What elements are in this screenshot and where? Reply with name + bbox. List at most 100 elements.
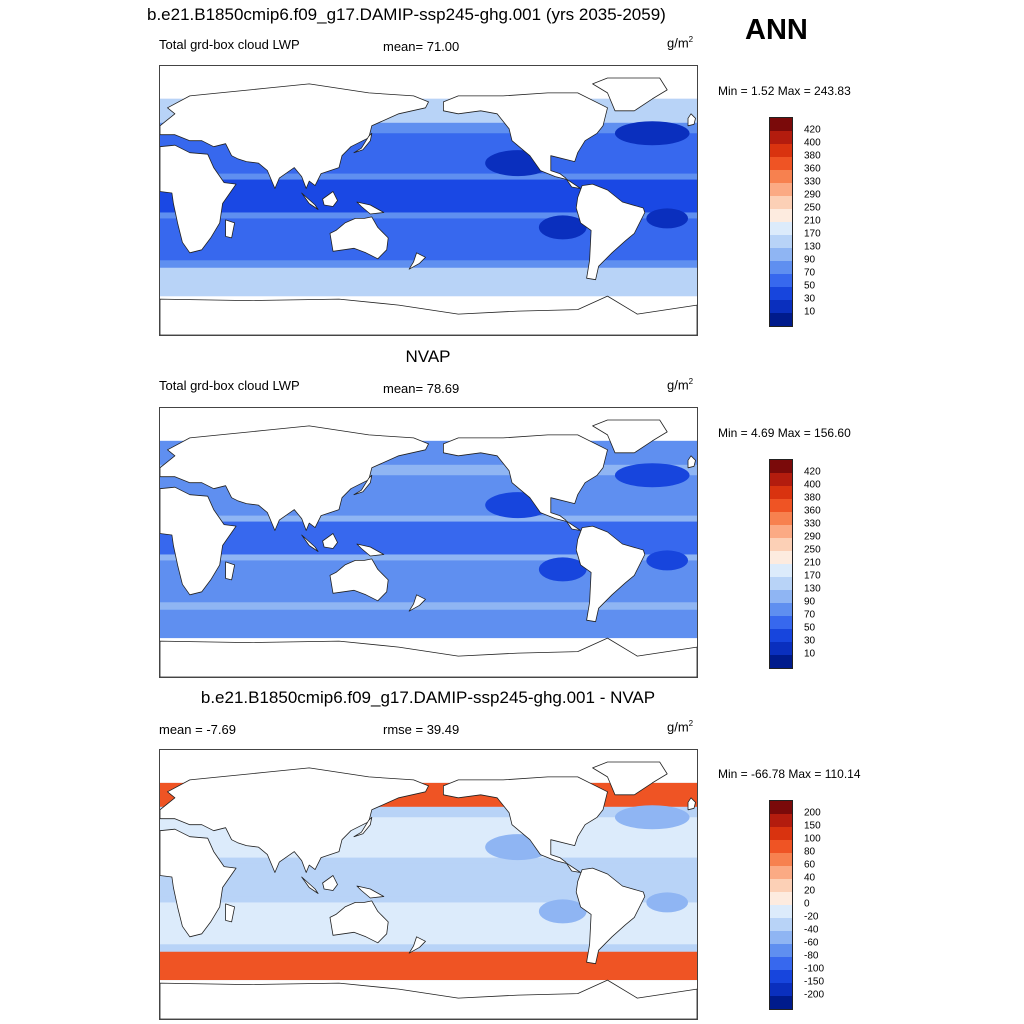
colorbar-swatch (770, 512, 792, 525)
colorbar-tick-label: -200 (804, 989, 825, 1001)
continent-outline (356, 543, 385, 557)
continent-outline (592, 419, 668, 454)
colorbar-swatch (770, 313, 792, 326)
continent-outline (322, 533, 338, 549)
colorbar-swatch (770, 603, 792, 616)
panel-1-minmax: Min = 1.52 Max = 243.83 (718, 84, 851, 98)
colorbar-swatch (770, 525, 792, 538)
se-atlantic-deck (646, 892, 689, 913)
colorbar-swatch (770, 261, 792, 274)
colorbar-swatch (770, 827, 792, 840)
colorbar-tick-label: 420 (804, 466, 821, 478)
panel-3-rmse-label: rmse = 39.49 (383, 722, 460, 737)
continent-outline (225, 561, 235, 581)
continent-outline (356, 201, 385, 215)
n-atlantic-deck (614, 121, 690, 146)
colorbar-swatch (770, 473, 792, 486)
colorbar-tick-label: 170 (804, 228, 821, 240)
continent-outline (442, 92, 608, 189)
panel-3-minmax: Min = -66.78 Max = 110.14 (718, 767, 861, 781)
colorbar-tick-label: -60 (804, 937, 819, 949)
continent-outline (353, 816, 373, 838)
panel-1-map[interactable] (159, 65, 698, 336)
colorbar-swatch (770, 905, 792, 918)
colorbar-tick-label: 30 (804, 293, 816, 305)
colorbar-tick-label: 50 (804, 280, 816, 292)
colorbar-swatch (770, 970, 792, 983)
continent-outline (687, 455, 696, 469)
colorbar-swatch (770, 853, 792, 866)
colorbar-tick-label: 330 (804, 176, 821, 188)
panel-1-units: g/m2 (667, 35, 694, 51)
colorbar-swatch (770, 879, 792, 892)
panel-3-mean-label: mean = -7.69 (159, 722, 236, 737)
continent-outline (301, 192, 319, 210)
colorbar-tick-label: -150 (804, 976, 825, 988)
season-label: ANN (745, 14, 808, 46)
panel-3-title: b.e21.B1850cmip6.f09_g17.DAMIP-ssp245-gh… (200, 688, 656, 707)
colorbar-tick-label: 130 (804, 583, 821, 595)
continent-outline (687, 113, 696, 127)
colorbar-tick-label: 400 (804, 137, 821, 149)
colorbar-tick-label: -100 (804, 963, 825, 975)
colorbar-swatch (770, 983, 792, 996)
colorbar-swatch (770, 996, 792, 1009)
colorbar-swatch (770, 157, 792, 170)
colorbar-swatch (770, 222, 792, 235)
colorbar-tick-label: 250 (804, 544, 821, 556)
continent-outline (442, 434, 608, 531)
colorbar-swatch (770, 577, 792, 590)
n-atlantic-deck (614, 463, 690, 488)
colorbar-tick-label: 30 (804, 635, 816, 647)
continent-outline (408, 936, 426, 954)
continent-outline (322, 191, 338, 207)
colorbar-swatch (770, 144, 792, 157)
colorbar-tick-label: 170 (804, 570, 821, 582)
colorbar-tick-label: 360 (804, 505, 821, 517)
colorbar-swatch (770, 248, 792, 261)
se-atlantic-deck (646, 550, 689, 571)
panel-3-map[interactable] (159, 749, 698, 1020)
continent-outline (329, 558, 389, 602)
colorbar-tick-label: 250 (804, 202, 821, 214)
colorbar-swatch (770, 801, 792, 814)
colorbar-tick-label: 150 (804, 820, 821, 832)
colorbar-swatch (770, 486, 792, 499)
colorbar-swatch (770, 287, 792, 300)
colorbar-tick-label: 400 (804, 479, 821, 491)
continent-outline (160, 767, 429, 873)
colorbar-swatch (770, 957, 792, 970)
colorbar-swatch (770, 944, 792, 957)
colorbar-tick-label: 210 (804, 557, 821, 569)
panel-2-map[interactable] (159, 407, 698, 678)
colorbar-swatch (770, 590, 792, 603)
panel-3-units: g/m2 (667, 719, 694, 735)
continent-outline (575, 525, 646, 623)
panel-2-title: NVAP (405, 347, 451, 366)
colorbar-tick-label: 70 (804, 267, 816, 279)
colorbar-tick-label: 10 (804, 648, 816, 660)
colorbar-tick-label: 90 (804, 596, 816, 608)
continent-outline (160, 295, 697, 335)
colorbar-tick-label: 50 (804, 622, 816, 634)
colorbar-tick-label: 420 (804, 124, 821, 136)
panel-2-mean-label: mean= 78.69 (383, 381, 460, 396)
colorbar-swatch (770, 840, 792, 853)
colorbar-swatch (770, 538, 792, 551)
colorbar-swatch (770, 170, 792, 183)
n-atlantic-deck (614, 805, 690, 830)
se-atlantic-deck (646, 208, 689, 229)
colorbar-tick-label: 40 (804, 872, 816, 884)
colorbar-swatch (770, 629, 792, 642)
continent-outline (356, 885, 385, 899)
colorbar-tick-label: 380 (804, 492, 821, 504)
colorbar-swatch (770, 460, 792, 473)
continent-outline (687, 797, 696, 811)
southern-storm-track (160, 951, 697, 981)
continent-outline (408, 594, 426, 612)
colorbar-tick-label: 130 (804, 241, 821, 253)
panel-1-colorbar (769, 117, 793, 327)
colorbar-tick-label: 20 (804, 885, 816, 897)
continent-outline (160, 828, 237, 938)
colorbar-tick-label: 10 (804, 306, 816, 318)
